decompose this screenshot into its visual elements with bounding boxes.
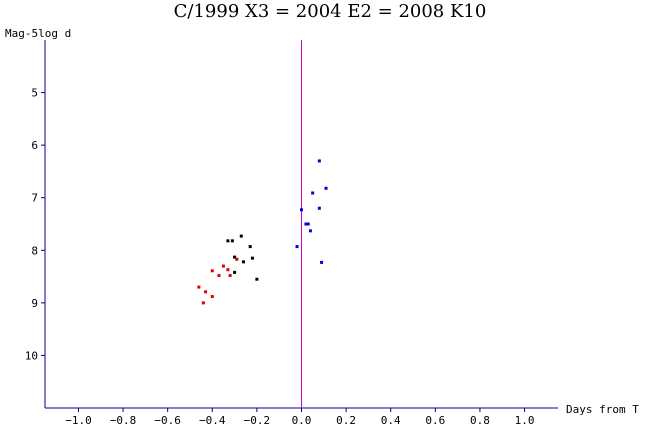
- x-tick-label: 0.6: [425, 414, 445, 427]
- x-tick-label: 0.4: [381, 414, 401, 427]
- data-point: [317, 206, 321, 210]
- data-point: [304, 222, 308, 226]
- data-point: [242, 260, 246, 264]
- data-point: [217, 274, 221, 278]
- data-point: [210, 269, 214, 273]
- x-tick-label: −0.2: [244, 414, 271, 427]
- y-tick-label: 8: [31, 244, 38, 257]
- x-tick-label: 0.2: [336, 414, 356, 427]
- data-point: [233, 270, 237, 274]
- data-point: [317, 159, 321, 163]
- data-point: [204, 290, 208, 294]
- data-point: [226, 239, 230, 243]
- data-point: [311, 191, 315, 195]
- data-point: [324, 186, 328, 190]
- axes: −1.0 −0.8 −0.6 −0.4 −0.2 0.0 0.2 0.4 0.6 0.8 1.0 5 6…: [25, 40, 558, 427]
- y-tick-label: 10: [25, 349, 38, 362]
- data-point: [250, 256, 254, 260]
- data-point: [320, 260, 324, 264]
- x-tick-label: 0.8: [470, 414, 490, 427]
- data-point: [233, 255, 237, 259]
- data-point: [201, 301, 205, 305]
- data-point: [210, 295, 214, 299]
- data-points: [197, 159, 328, 305]
- y-tick-label: 7: [31, 192, 38, 205]
- data-point: [197, 285, 201, 289]
- data-point: [221, 264, 225, 268]
- data-point: [248, 245, 252, 249]
- data-point: [306, 222, 310, 226]
- y-tick-label: 6: [31, 139, 38, 152]
- data-point: [239, 234, 243, 238]
- data-point: [235, 257, 239, 261]
- data-point: [230, 239, 234, 243]
- x-tick-label: 0.0: [292, 414, 312, 427]
- y-tick-label: 5: [31, 87, 38, 100]
- x-tick-label: −1.0: [65, 414, 92, 427]
- x-tick-label: −0.4: [199, 414, 226, 427]
- data-point: [226, 268, 230, 272]
- x-tick-label: −0.6: [154, 414, 181, 427]
- x-tick-label: −0.8: [110, 414, 137, 427]
- y-axis-label: Mag-5log d: [5, 27, 71, 40]
- data-point: [308, 229, 312, 233]
- chart-title: C/1999 X3 = 2004 E2 = 2008 K10: [174, 1, 487, 22]
- data-point: [228, 274, 232, 278]
- x-axis-label: Days from T: [566, 403, 639, 416]
- data-point: [255, 277, 259, 281]
- x-tick-label: 1.0: [515, 414, 535, 427]
- data-point: [300, 208, 303, 212]
- y-tick-label: 9: [31, 297, 38, 310]
- data-point: [295, 245, 299, 249]
